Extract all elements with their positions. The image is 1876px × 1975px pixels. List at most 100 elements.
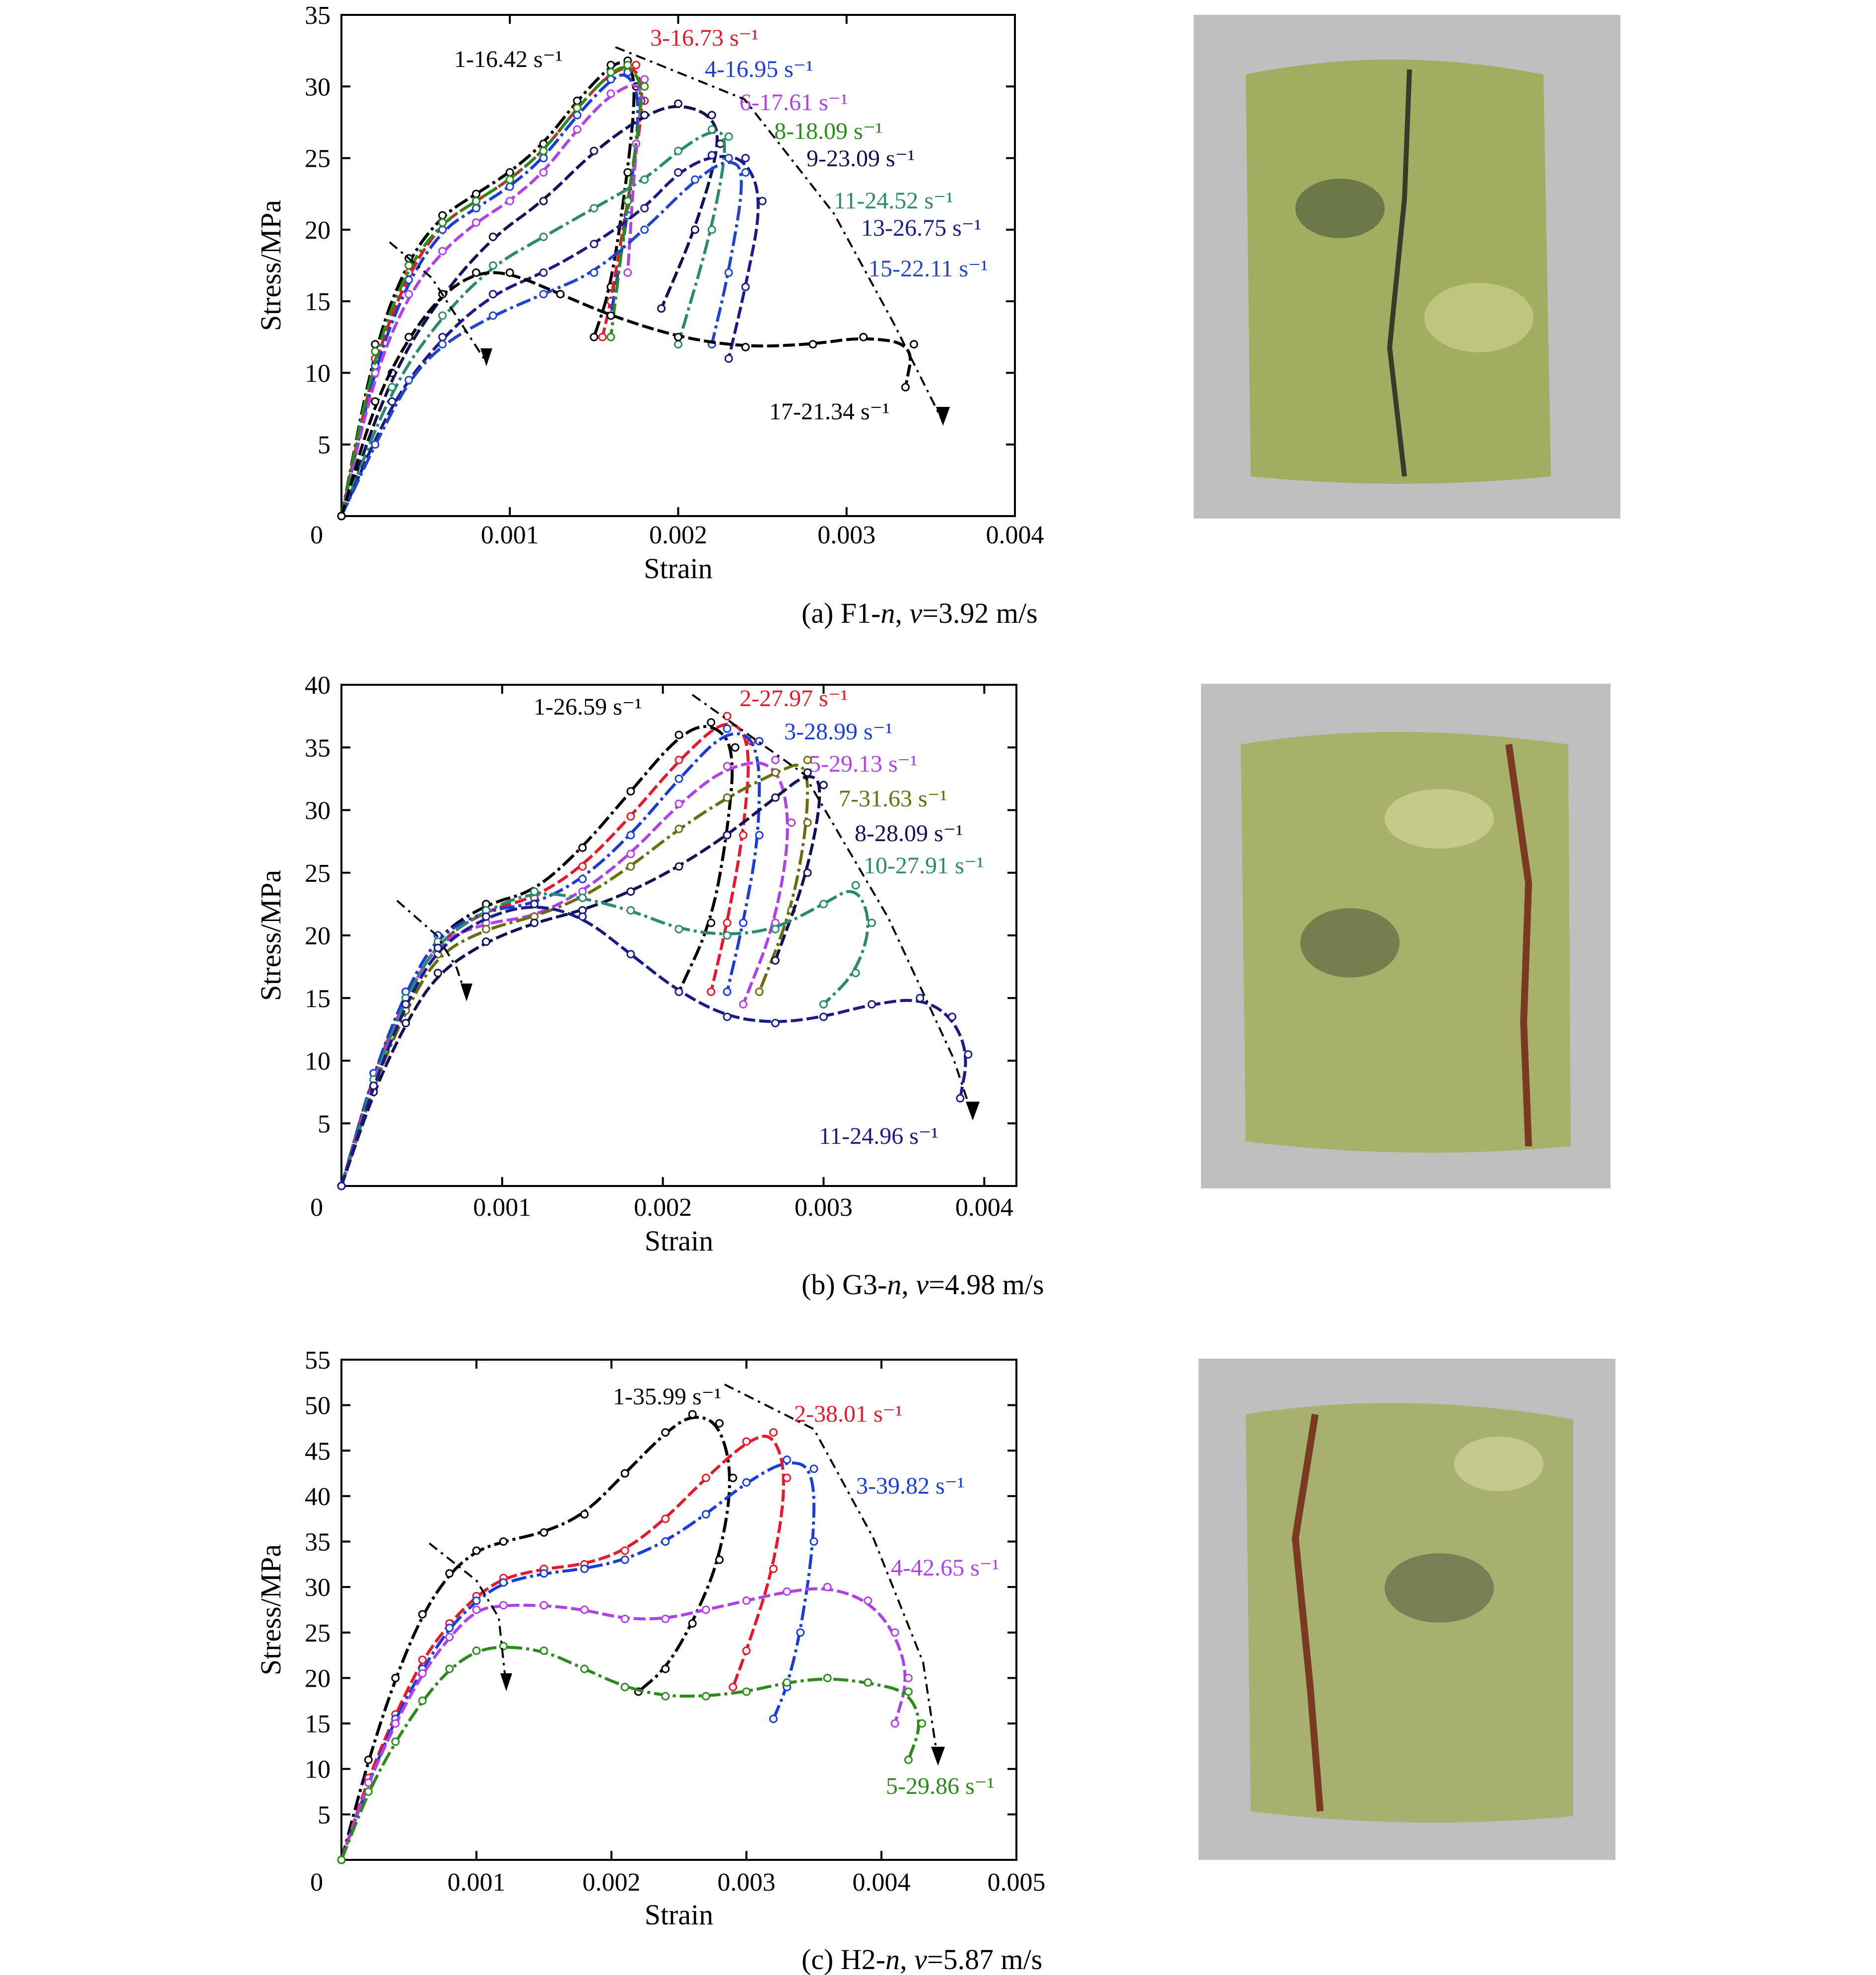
series-line: [340, 775, 821, 1186]
x-tick-label: 0.005: [988, 1868, 1046, 1897]
data-point: [488, 261, 497, 270]
y-tick-label: 15: [305, 288, 331, 316]
data-point: [674, 799, 683, 808]
series-label: 5-29.86 s⁻¹: [886, 1773, 994, 1799]
data-point: [539, 1569, 548, 1578]
y-tick-label: 20: [305, 1664, 331, 1693]
data-point: [578, 893, 587, 902]
y-axis-title: Stress/MPa: [255, 200, 287, 331]
data-point: [755, 988, 764, 996]
data-point: [640, 75, 649, 84]
data-point: [418, 1655, 427, 1664]
data-point: [481, 912, 490, 921]
data-point: [707, 988, 716, 996]
data-point: [364, 1787, 373, 1796]
data-point: [731, 743, 739, 752]
data-point: [445, 1633, 454, 1642]
y-tick-label: 5: [318, 1110, 331, 1138]
y-tick-label: 35: [305, 734, 331, 762]
data-point: [499, 1642, 508, 1650]
data-point: [916, 993, 925, 1002]
x-tick-label: 0.004: [853, 1868, 911, 1897]
data-point: [674, 862, 683, 871]
data-point: [796, 1628, 805, 1637]
data-point: [723, 712, 732, 721]
data-point: [505, 268, 514, 277]
data-point: [890, 1719, 899, 1728]
data-point: [626, 950, 635, 959]
series-line: [340, 73, 640, 517]
data-point: [590, 204, 599, 213]
y-tick-label: 15: [305, 985, 331, 1013]
specimen-photo-b: [1201, 684, 1610, 1188]
data-point: [769, 1714, 778, 1723]
data-point: [371, 340, 380, 349]
data-point: [674, 146, 682, 155]
data-point: [438, 211, 447, 220]
series-line: [340, 61, 636, 517]
data-point: [573, 96, 582, 105]
data-point: [729, 1473, 737, 1482]
data-point: [578, 912, 587, 921]
data-point: [488, 232, 497, 241]
data-point: [402, 1000, 410, 1009]
data-point: [851, 881, 860, 890]
data-point: [707, 151, 716, 160]
series-label: 11-24.96 s⁻¹: [819, 1123, 938, 1149]
data-point: [472, 1646, 481, 1655]
series-label: 6-17.61 s⁻¹: [739, 89, 848, 116]
panel-caption: (c) H2-n, v=5.87 m/s: [802, 1943, 1042, 1975]
data-point: [481, 924, 490, 933]
data-point: [724, 268, 733, 277]
data-point: [337, 1182, 346, 1190]
data-point: [472, 1546, 481, 1555]
data-point: [626, 887, 635, 896]
specimen-photo-a: [1194, 15, 1620, 519]
data-point: [741, 154, 750, 163]
data-point: [472, 1605, 481, 1614]
data-point: [438, 340, 447, 349]
data-point: [620, 1614, 629, 1623]
y-tick-label: 10: [305, 1756, 331, 1784]
data-point: [364, 1755, 373, 1764]
trend-arrow: [389, 241, 487, 363]
data-point: [674, 924, 683, 933]
data-point: [868, 1000, 876, 1009]
data-point: [590, 268, 599, 277]
data-point: [723, 831, 732, 840]
series-label: 9-23.09 s⁻¹: [806, 145, 915, 172]
data-point: [369, 1081, 378, 1090]
x-tick-label: 0.004: [955, 1193, 1013, 1222]
data-point: [739, 831, 748, 840]
data-point: [433, 969, 442, 978]
data-point: [418, 1669, 427, 1678]
data-point: [661, 1428, 670, 1437]
series-label: 3-28.99 s⁻¹: [784, 719, 892, 745]
series-line: [340, 105, 719, 517]
data-point: [674, 774, 683, 783]
data-point: [471, 268, 480, 277]
data-point: [741, 168, 750, 177]
data-point: [539, 197, 548, 205]
arrow-head: [931, 1747, 945, 1766]
data-point: [868, 919, 876, 927]
series-label: 4-42.65 s⁻¹: [891, 1555, 999, 1581]
data-point: [690, 225, 699, 234]
data-point: [661, 1664, 670, 1673]
arrow-head: [480, 348, 492, 366]
data-point: [418, 1610, 427, 1619]
data-point: [690, 175, 699, 184]
data-point: [505, 175, 514, 184]
y-tick-label: 55: [305, 1346, 331, 1375]
series-label: 3-39.82 s⁻¹: [856, 1473, 964, 1499]
data-point: [590, 240, 599, 249]
data-point: [404, 376, 413, 385]
data-point: [626, 862, 635, 871]
data-point: [783, 1678, 792, 1687]
x-tick-label: 0.001: [448, 1868, 506, 1897]
data-point: [864, 1678, 872, 1687]
data-point: [803, 818, 812, 827]
data-point: [809, 1537, 818, 1546]
data-point: [707, 718, 716, 727]
series-label: 8-18.09 s⁻¹: [774, 118, 882, 144]
